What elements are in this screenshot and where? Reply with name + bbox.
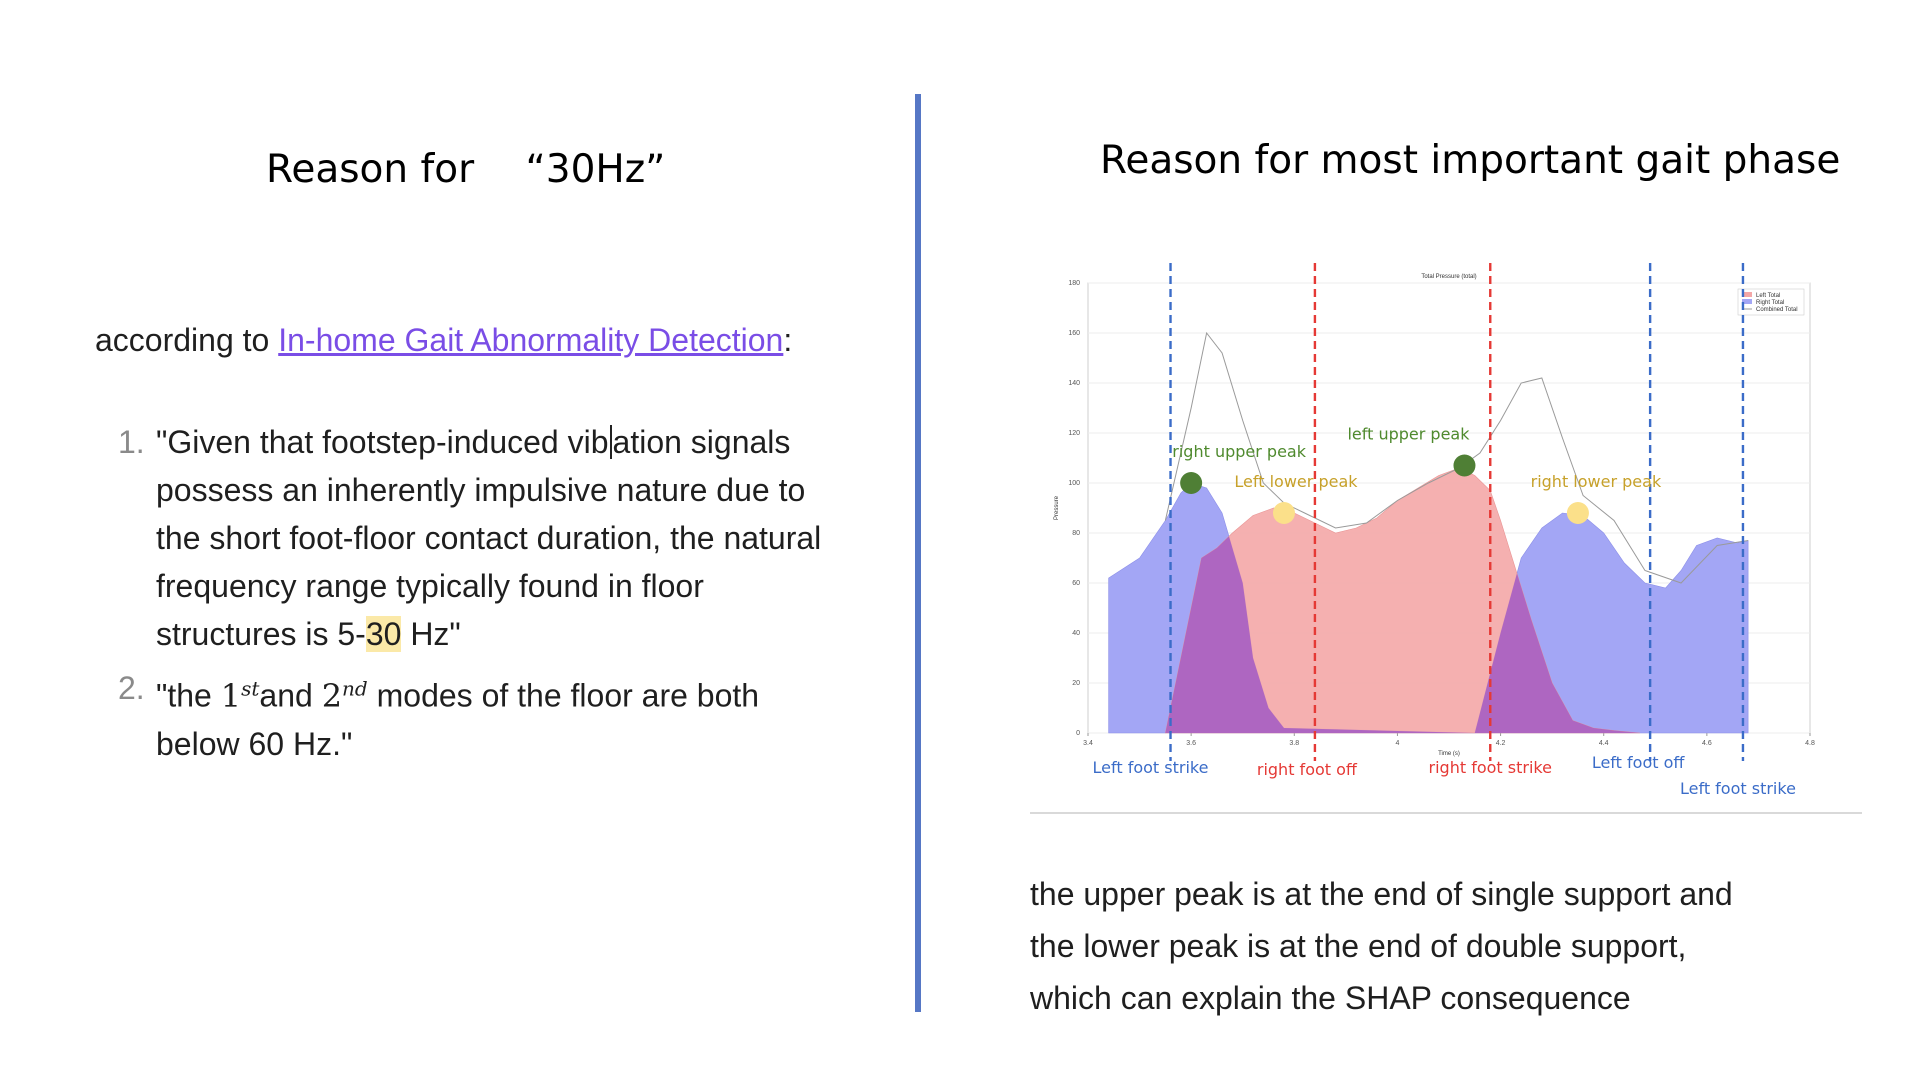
list-item: 1. "Given that footstep-induced vib ation… — [118, 418, 878, 658]
math-superscript: st — [241, 676, 260, 700]
y-tick-label: 80 — [1072, 530, 1080, 537]
peak-label: left upper peak — [1347, 425, 1470, 444]
y-tick-label: 20 — [1072, 680, 1080, 687]
quote-text: and — [259, 677, 322, 714]
event-label: Left foot strike — [1680, 779, 1796, 798]
chart-title: Total Pressure (total) — [1421, 274, 1476, 280]
text-cursor — [609, 425, 612, 459]
x-tick-label: 3.4 — [1083, 740, 1093, 747]
explanation-line: the upper peak is at the end of single s… — [1030, 876, 1733, 912]
event-label: Left foot off — [1592, 753, 1686, 772]
x-axis-label: Time (s) — [1438, 751, 1460, 757]
legend-label: Combined Total — [1756, 307, 1798, 313]
y-tick-label: 40 — [1072, 630, 1080, 637]
quote-line: "the 1stand 2nd modes of the floor are b… — [156, 664, 878, 720]
quote-line: frequency range typically found in floor — [156, 568, 704, 604]
combined-total-line — [1164, 331, 1749, 584]
legend-swatch — [1742, 299, 1752, 304]
quote-line: possess an inherently impulsive nature d… — [156, 472, 806, 508]
y-tick-label: 180 — [1068, 280, 1080, 287]
quote-text: "the — [156, 677, 221, 714]
event-label: right foot strike — [1429, 758, 1552, 777]
math-second-mode: 2nd — [321, 676, 368, 715]
legend-swatch — [1742, 292, 1752, 297]
quote-line: structures is 5-30 Hz" — [156, 610, 878, 658]
x-tick-label: 4.4 — [1599, 740, 1609, 747]
x-tick-label: 4.2 — [1496, 740, 1506, 747]
x-tick-label: 3.8 — [1289, 740, 1299, 747]
right-section-title: Reason for most important gait phase — [1100, 138, 1841, 183]
peak-marker — [1180, 472, 1203, 494]
peak-marker — [1272, 502, 1295, 524]
legend-label: Left Total — [1756, 293, 1780, 299]
explanation-line: which can explain the SHAP consequence — [1030, 980, 1631, 1016]
y-tick-label: 100 — [1068, 480, 1080, 487]
y-axis-label: Pressure — [1054, 495, 1060, 520]
source-intro: according to In-home Gait Abnormality De… — [95, 322, 792, 359]
horizontal-separator — [1030, 812, 1862, 814]
intro-suffix: : — [783, 322, 793, 358]
math-number: 2 — [321, 676, 343, 715]
list-item: 2. "the 1stand 2nd modes of the floor ar… — [118, 664, 878, 768]
event-label: right foot off — [1257, 760, 1358, 779]
y-tick-label: 0 — [1076, 730, 1080, 737]
quote-text: structures is 5- — [156, 616, 366, 652]
peak-label: Left lower peak — [1234, 472, 1358, 491]
y-tick-label: 160 — [1068, 330, 1080, 337]
y-tick-label: 60 — [1072, 580, 1080, 587]
quote-text: Hz" — [401, 616, 461, 652]
event-label: Left foot strike — [1093, 758, 1209, 777]
quote-line: the short foot-floor contact duration, t… — [156, 520, 822, 556]
quote-line: below 60 Hz." — [156, 725, 353, 762]
math-number: 1 — [220, 676, 242, 715]
explanation-text: the upper peak is at the end of single s… — [1030, 868, 1890, 1024]
quote-list: 1. "Given that footstep-induced vib ation… — [118, 418, 878, 774]
y-tick-label: 140 — [1068, 380, 1080, 387]
list-number: 1. — [118, 424, 145, 460]
vertical-divider — [915, 94, 921, 1012]
y-tick-label: 120 — [1068, 430, 1080, 437]
intro-prefix: according to — [95, 322, 279, 358]
source-link[interactable]: In-home Gait Abnormality Detection — [278, 322, 784, 358]
peak-label: right lower peak — [1531, 472, 1662, 491]
quote-text: modes of the floor are both — [367, 677, 760, 714]
peak-label: right upper peak — [1172, 442, 1306, 461]
list-number: 2. — [118, 670, 145, 706]
x-tick-label: 4.8 — [1805, 740, 1815, 747]
x-tick-label: 4 — [1395, 740, 1399, 747]
math-superscript: nd — [342, 676, 368, 700]
explanation-line: the lower peak is at the end of double s… — [1030, 928, 1687, 964]
peak-marker — [1566, 502, 1589, 524]
legend-label: Right Total — [1756, 300, 1784, 306]
x-tick-label: 4.6 — [1702, 740, 1712, 747]
quote-line: "Given that footstep-induced vib ation si… — [156, 418, 878, 466]
peak-marker — [1453, 454, 1476, 477]
quote-text: ation signals — [612, 424, 791, 460]
x-tick-label: 3.6 — [1186, 740, 1196, 747]
left-section-title: Reason for “30Hz” — [266, 147, 666, 192]
quote-text: "Given that footstep-induced vib — [156, 424, 609, 460]
gait-pressure-chart: 0 20 40 60 80 100 120 140 160 180 3.4 3.6 3.8 4 4.2 4.4… — [1054, 263, 1815, 798]
math-first-mode: 1st — [220, 676, 260, 715]
highlighted-value: 30 — [365, 616, 402, 652]
